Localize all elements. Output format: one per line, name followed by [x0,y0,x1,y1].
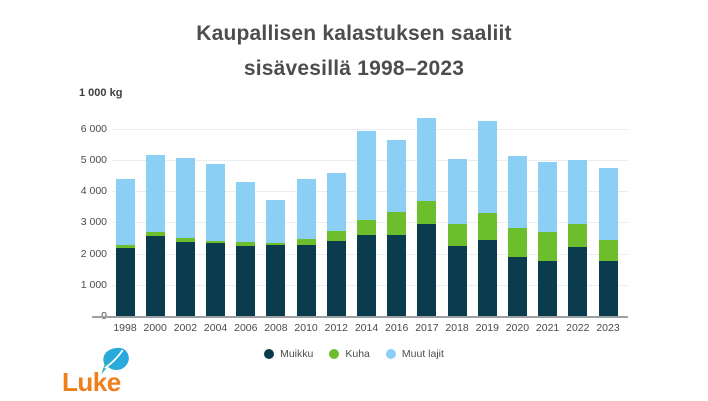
bar-segment-muikku [477,239,497,316]
y-axis-tick-label: 4 000 [80,185,107,197]
luke-logo: Luke [62,347,138,395]
bar-segment-muut-lajit [236,181,256,243]
legend-label: Muikku [280,348,314,360]
x-axis-label: 2016 [385,322,409,334]
bar-segment-muut-lajit [326,172,346,231]
bar-segment-muut-lajit [417,118,437,201]
x-axis-label: 2014 [354,322,379,334]
bar-segment-kuha [206,240,226,244]
bar-segment-kuha [447,224,467,246]
y-axis-tick-label: 3 000 [80,216,107,228]
bar-segment-muikku [417,223,437,316]
x-axis-label: 2019 [475,322,499,334]
x-axis-label: 2023 [596,322,620,334]
bar-segment-muikku [598,260,618,316]
bar-segment-muut-lajit [175,157,195,239]
x-axis-label: 2010 [294,322,318,334]
bar-segment-muut-lajit [447,158,467,225]
bar-segment-kuha [115,245,135,249]
y-axis-tick-label: 1 000 [80,279,107,291]
x-axis-label: 2021 [535,322,560,334]
bar-segment-muikku [538,260,558,316]
chart-title-line1: Kaupallisen kalastuksen saaliit [196,22,512,45]
x-axis-label: 2018 [445,322,469,334]
bar-segment-kuha [326,230,346,241]
bar-segment-muut-lajit [115,178,135,245]
bar-segment-muikku [115,248,135,316]
bar-segment-muikku [175,241,195,316]
bar-segment-muikku [236,245,256,316]
bar-segment-muikku [145,235,165,316]
legend-dot [385,349,396,359]
legend-label: Muut lajit [401,348,444,360]
legend-item: Muikku [264,348,313,360]
x-axis-label: 2020 [505,322,530,334]
legend-dot [329,349,340,359]
bar-segment-muikku [568,246,588,316]
legend-item: Kuha [329,348,370,360]
bar-segment-kuha [387,211,407,235]
x-axis-label: 2000 [143,322,167,334]
bar-segment-kuha [538,231,558,261]
bar-segment-muikku [266,245,286,316]
bar-segment-kuha [236,242,256,246]
x-axis-label: 2002 [173,322,198,334]
chart-title-line2: sisävesillä 1998–2023 [243,57,465,80]
x-axis-label: 2022 [566,322,590,334]
bar-segment-muikku [206,243,226,316]
legend-item: Muut lajit [385,348,444,360]
x-axis-label: 2008 [264,322,288,334]
bar-segment-muut-lajit [598,167,618,240]
bar-segment-kuha [296,238,316,246]
x-axis-label: 2004 [203,322,228,334]
bar-segment-muikku [447,245,467,316]
bar-segment-kuha [357,220,376,235]
bar-segment-muikku [387,235,407,316]
y-axis-unit-label: 1 000 kg [79,87,123,99]
bar-segment-kuha [145,231,165,236]
bar-segment-muut-lajit [507,156,527,228]
luke-leaf-icon [101,347,129,375]
x-axis-label: 2006 [234,322,258,334]
chart-title: Kaupallisen kalastuksen saaliit sisävesi… [0,16,708,86]
bar-segment-kuha [507,227,527,257]
x-axis-label: 2017 [415,322,439,334]
x-axis-label: 1998 [113,322,137,334]
bar-segment-muikku [507,256,527,316]
bar-segment-muut-lajit [538,161,558,232]
y-axis-tick-label: 2 000 [80,248,107,260]
bar-segment-muut-lajit [145,155,165,232]
bar-segment-kuha [477,213,497,240]
bar-segment-muut-lajit [266,199,286,243]
bar-segment-muut-lajit [206,163,226,241]
legend-label: Kuha [345,348,370,360]
legend: Muikku Kuha Muut lajit [0,346,708,362]
bar-segment-muut-lajit [477,121,497,214]
bar-segment-muikku [357,235,376,316]
bar-segment-kuha [568,223,588,247]
x-axis-label: 2012 [324,322,348,334]
bar-segment-muut-lajit [387,140,407,212]
y-axis-tick-label: 6 000 [80,123,107,135]
bar-segment-kuha [266,242,286,246]
bar-segment-muikku [326,240,346,316]
bar-segment-kuha [175,238,195,242]
bar-segment-kuha [417,200,437,224]
y-axis-tick-label: 5 000 [80,154,107,166]
bar-segment-muut-lajit [568,160,588,224]
gridline [112,129,628,130]
bar-segment-muikku [296,245,316,316]
bar-segment-kuha [598,239,618,261]
legend-dot [264,349,275,359]
luke-logo-text: Luke [62,367,121,397]
bar-segment-muut-lajit [296,178,316,239]
bar-segment-muut-lajit [357,130,376,221]
x-axis-line [92,316,628,318]
